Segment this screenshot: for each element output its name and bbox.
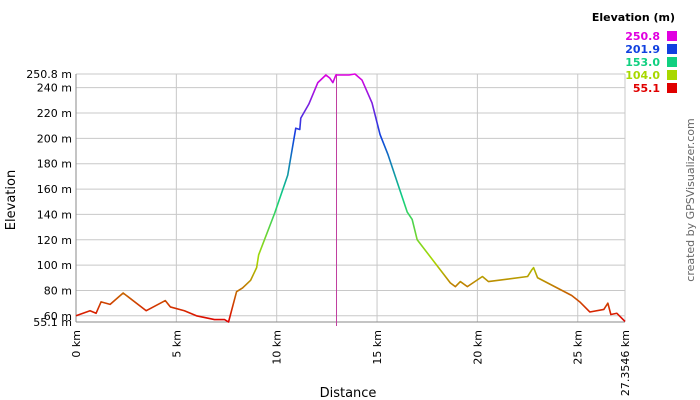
y-tick-label: 140 m [37,208,72,221]
x-tick-label: 0 km [70,330,83,358]
legend-label: 201.9 [625,43,660,56]
x-tick-label: 5 km [170,330,183,358]
y-tick-label: 180 m [37,158,72,171]
y-tick-label: 80 m [44,284,72,297]
legend-swatch [667,57,677,67]
y-tick-label: 60 m [44,310,72,323]
elevation-line [75,73,626,323]
y-tick-label: 220 m [37,107,72,120]
y-tick-label: 100 m [37,259,72,272]
legend-label: 104.0 [625,69,660,82]
y-tick-label: 120 m [37,234,72,247]
legend-swatch [667,31,677,41]
legend-title: Elevation (m) [592,11,675,24]
y-tick-label: 250.8 m [26,68,72,81]
x-tick-label: 10 km [271,330,284,365]
legend-label: 55.1 [633,82,660,95]
x-tick-label: 15 km [371,330,384,365]
y-tick-label: 160 m [37,183,72,196]
x-tick-label: 27.3546 km [619,330,632,396]
legend-swatch [667,70,677,80]
y-tick-label: 240 m [37,82,72,95]
y-tick-label: 200 m [37,132,72,145]
y-tick-label: 55.1 m [33,316,72,329]
x-tick-label: 25 km [572,330,585,365]
credit: created by GPSVisualizer.com [684,118,697,281]
legend-label: 250.8 [625,30,660,43]
legend-swatch [667,44,677,54]
x-tick-label: 20 km [471,330,484,365]
legend-label: 153.0 [625,56,660,69]
legend-swatch [667,83,677,93]
y-axis-title: Elevation [4,170,19,230]
x-axis-title: Distance [320,386,377,400]
